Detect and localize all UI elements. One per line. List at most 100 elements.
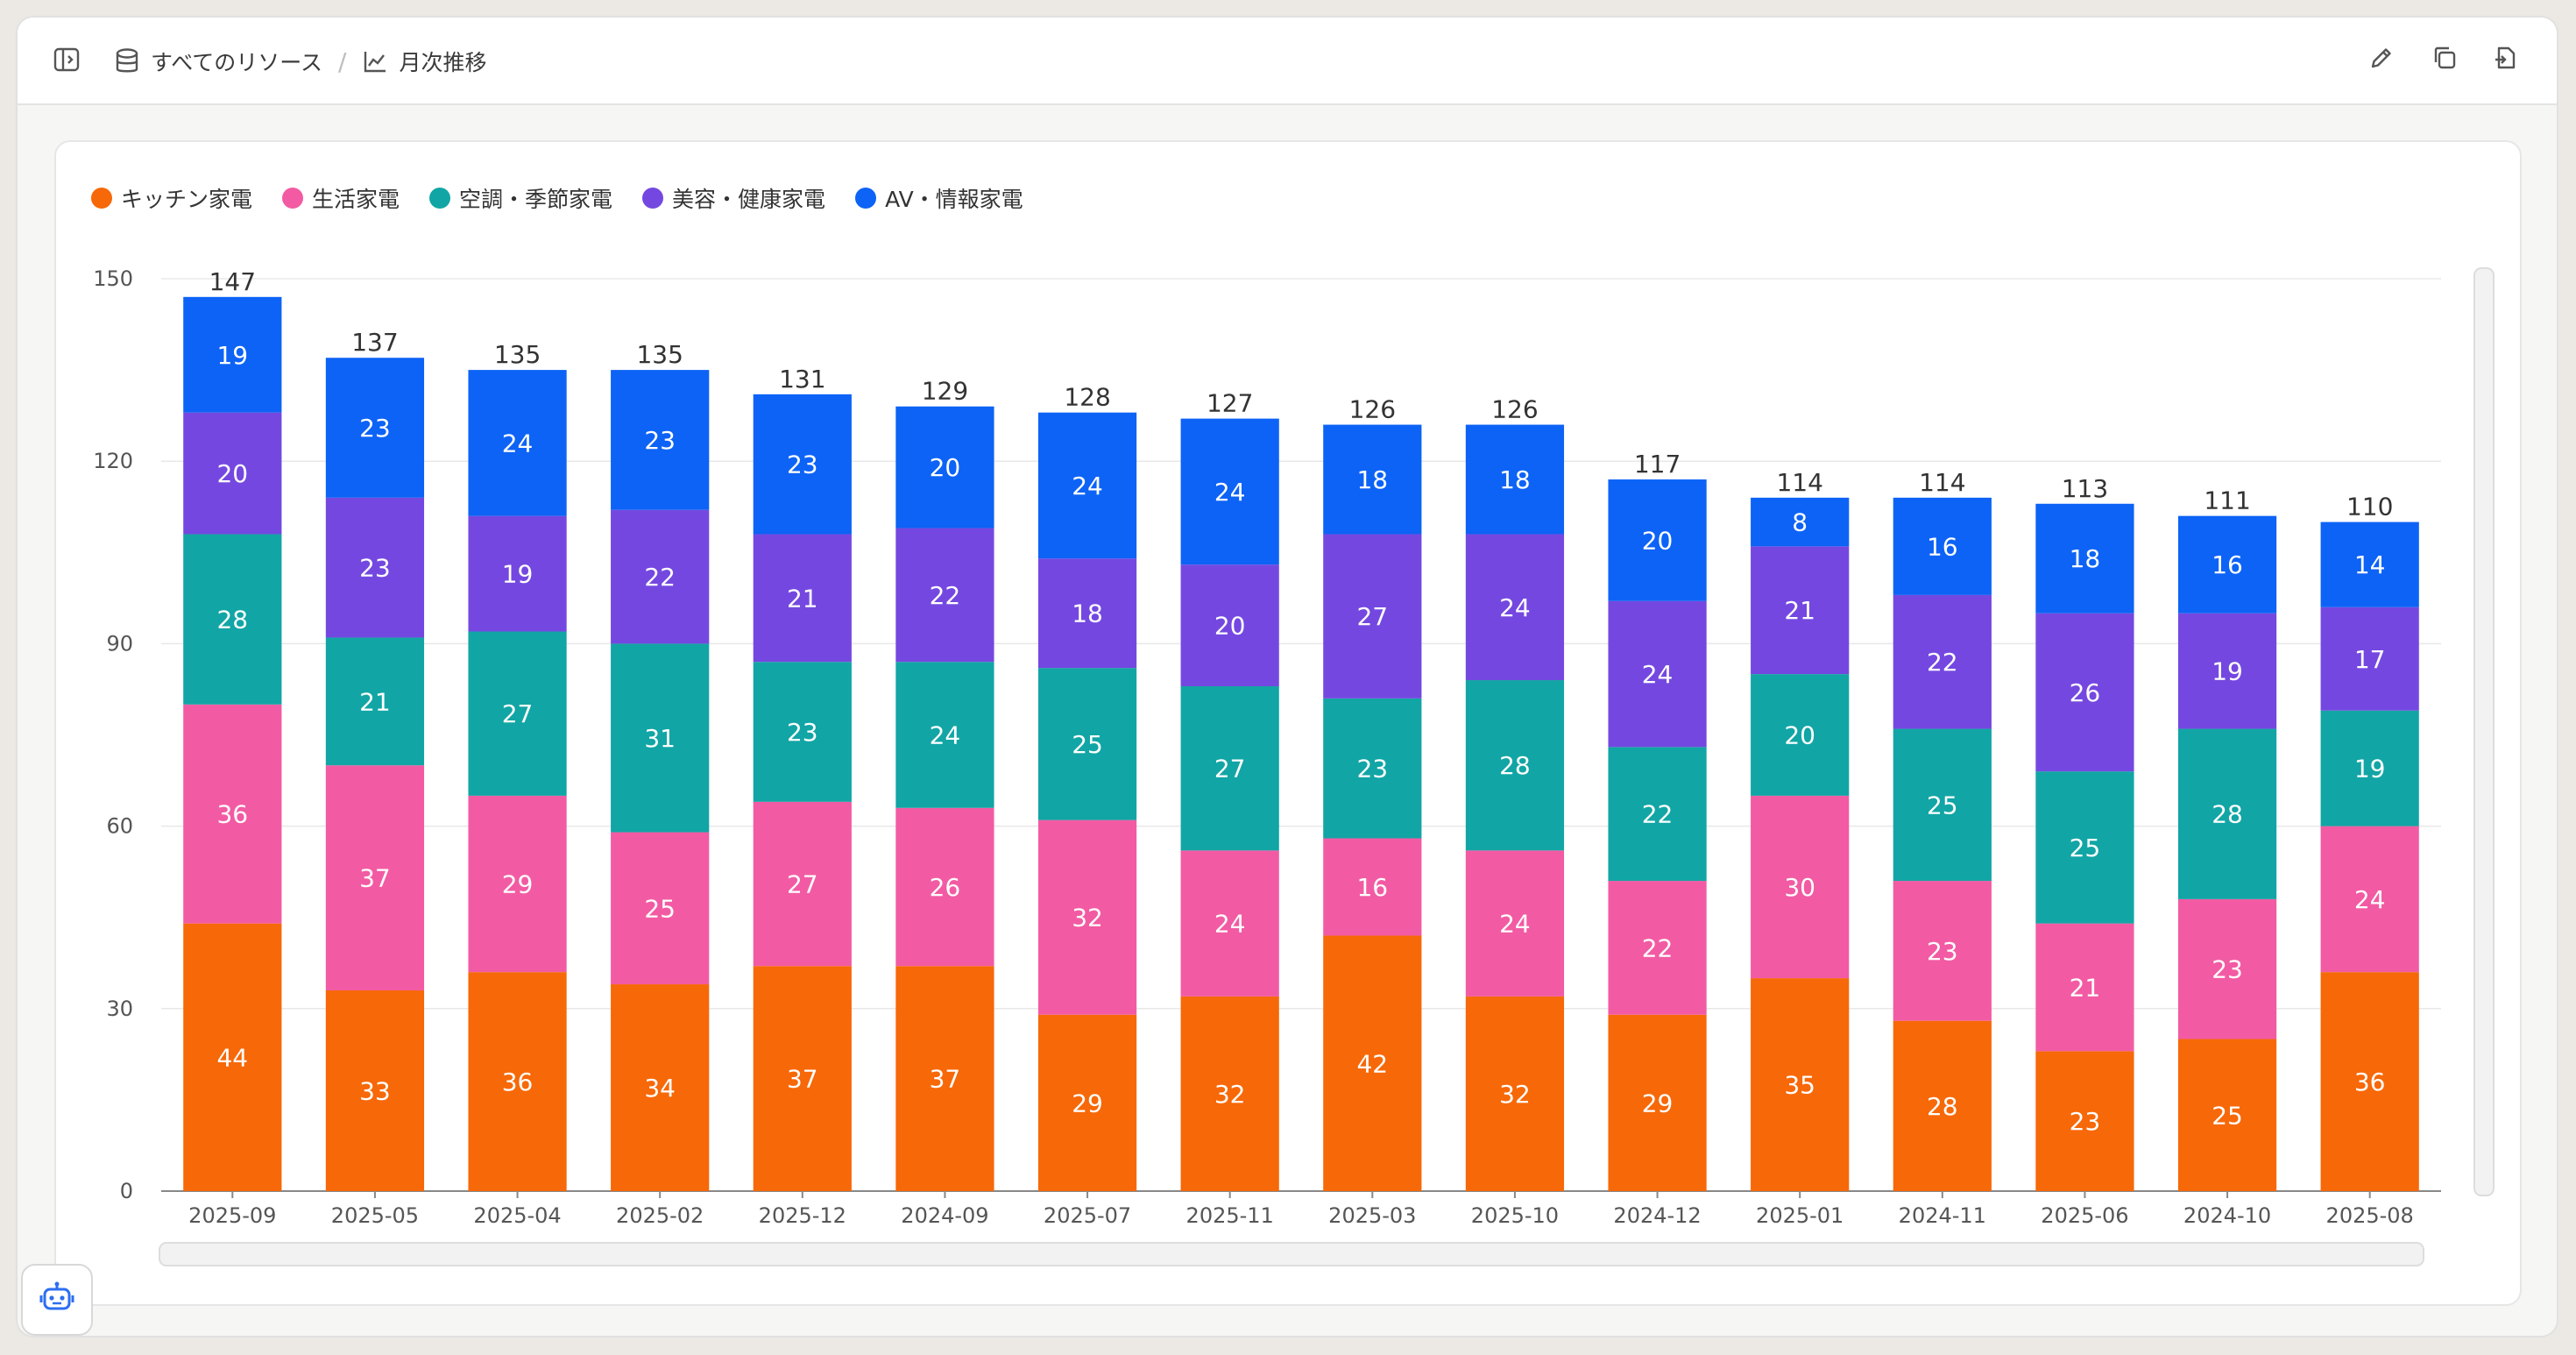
legend-item-aircon[interactable]: 空調・季節家電 [429, 182, 612, 214]
data-label: 25 [644, 894, 676, 923]
app-window: すべてのリソース / 月次推移 キッチン家電 [16, 16, 2558, 1337]
data-label: 28 [1499, 751, 1531, 780]
assistant-button[interactable] [21, 1264, 93, 1336]
legend-label: 空調・季節家電 [459, 187, 613, 212]
bar-segment [468, 631, 567, 796]
bar-segment [2035, 503, 2134, 614]
legend-label: 美容・健康家電 [672, 187, 826, 212]
bar-segment [1180, 996, 1279, 1191]
bar-segment [1893, 881, 1992, 1021]
data-label: 18 [1356, 465, 1388, 494]
x-tick-label: 2025-01 [1756, 1203, 1844, 1228]
legend-item-life[interactable]: 生活家電 [282, 182, 400, 214]
data-label: 24 [930, 721, 961, 750]
data-label: 25 [1927, 791, 1958, 819]
data-label: 17 [2354, 645, 2386, 674]
bar-segment [1037, 558, 1137, 669]
data-label: 20 [1214, 612, 1246, 641]
data-label: 37 [930, 1065, 961, 1094]
data-label: 36 [2354, 1068, 2386, 1096]
legend-item-kitchen[interactable]: キッチン家電 [91, 182, 252, 214]
bar-segment [1465, 680, 1565, 851]
vertical-zoom-slider[interactable] [2473, 267, 2495, 1196]
total-label: 114 [1919, 468, 1965, 497]
sidebar-toggle-button[interactable] [53, 46, 81, 77]
bar-segment [1751, 978, 1850, 1191]
stacked-bar-chart: 0 30 60 90 120 150 44 36 28 20 19 147 2025-09 33 37 21 2… [93, 266, 2495, 1266]
horizontal-zoom-slider[interactable] [159, 1242, 2424, 1266]
export-button[interactable] [2488, 42, 2523, 77]
total-label: 117 [1634, 450, 1681, 479]
y-tick-label: 150 [93, 266, 133, 291]
data-label: 19 [216, 341, 248, 370]
bar-segment [325, 358, 425, 498]
data-label: 27 [1356, 602, 1388, 631]
bar-segment [1465, 534, 1565, 681]
bar-segment [2320, 521, 2419, 607]
data-label: 24 [1214, 478, 1246, 507]
bar-segment [1893, 1020, 1992, 1191]
data-label: 20 [930, 453, 961, 482]
data-label: 16 [1356, 873, 1388, 902]
bar-segment [753, 394, 852, 535]
x-tick-label: 2024-12 [1613, 1203, 1701, 1228]
data-label: 24 [1642, 660, 1674, 689]
total-label: 114 [1776, 468, 1822, 497]
data-label: 22 [930, 581, 961, 610]
data-label: 21 [787, 584, 818, 613]
bar-segment [2177, 515, 2277, 614]
data-label: 34 [644, 1074, 676, 1103]
bar-segment [1180, 418, 1279, 565]
bar-segment [611, 984, 710, 1191]
data-label: 36 [216, 800, 248, 829]
total-label: 135 [636, 340, 683, 369]
legend-item-av[interactable]: AV・情報家電 [855, 182, 1023, 214]
bar-segment [895, 406, 994, 529]
data-label: 21 [359, 687, 391, 716]
data-label: 24 [1499, 593, 1531, 622]
total-label: 135 [494, 340, 541, 369]
data-label: 32 [1072, 904, 1103, 933]
toolbar: すべてのリソース / 月次推移 [18, 18, 2557, 105]
bar-segment [1323, 838, 1422, 936]
bar-segment [2035, 771, 2134, 924]
data-label: 23 [2212, 955, 2243, 984]
data-label: 26 [930, 873, 961, 902]
data-label: 35 [1784, 1071, 1815, 1100]
bar-segment [468, 972, 567, 1191]
legend-item-beauty[interactable]: 美容・健康家電 [642, 182, 825, 214]
data-label: 24 [1499, 910, 1531, 939]
data-label: 32 [1214, 1080, 1246, 1109]
bar-segment [2320, 972, 2419, 1191]
bar-segment [1608, 600, 1707, 748]
data-label: 20 [216, 459, 248, 488]
legend-label: 生活家電 [312, 187, 400, 212]
bar-segment [1893, 594, 1992, 729]
bar-segment [1893, 497, 1992, 595]
bar-segment [1037, 668, 1137, 820]
legend-swatch [282, 188, 304, 209]
data-label: 27 [502, 699, 534, 728]
bar-segment [1037, 412, 1137, 559]
breadcrumb-root-link[interactable]: すべてのリソース [151, 50, 323, 75]
data-label: 28 [1927, 1092, 1958, 1121]
data-label: 19 [502, 560, 534, 589]
data-label: 16 [2212, 550, 2243, 579]
bar-segment [895, 662, 994, 808]
total-label: 147 [209, 267, 256, 296]
y-tick-label: 60 [106, 814, 133, 839]
data-label: 33 [359, 1076, 391, 1105]
legend-swatch [855, 188, 877, 209]
duplicate-button[interactable] [2427, 42, 2462, 77]
data-label: 23 [787, 450, 818, 479]
bar-segment [1037, 1014, 1137, 1191]
data-label: 44 [216, 1043, 248, 1072]
data-label: 32 [1499, 1080, 1531, 1109]
bar-segment [1180, 850, 1279, 997]
breadcrumb-separator: / [338, 46, 347, 76]
data-label: 19 [2212, 657, 2243, 686]
bar-segment [1180, 685, 1279, 851]
bar-segment [611, 643, 710, 833]
edit-button[interactable] [2364, 42, 2399, 77]
sidebar-toggle-icon [53, 46, 81, 77]
